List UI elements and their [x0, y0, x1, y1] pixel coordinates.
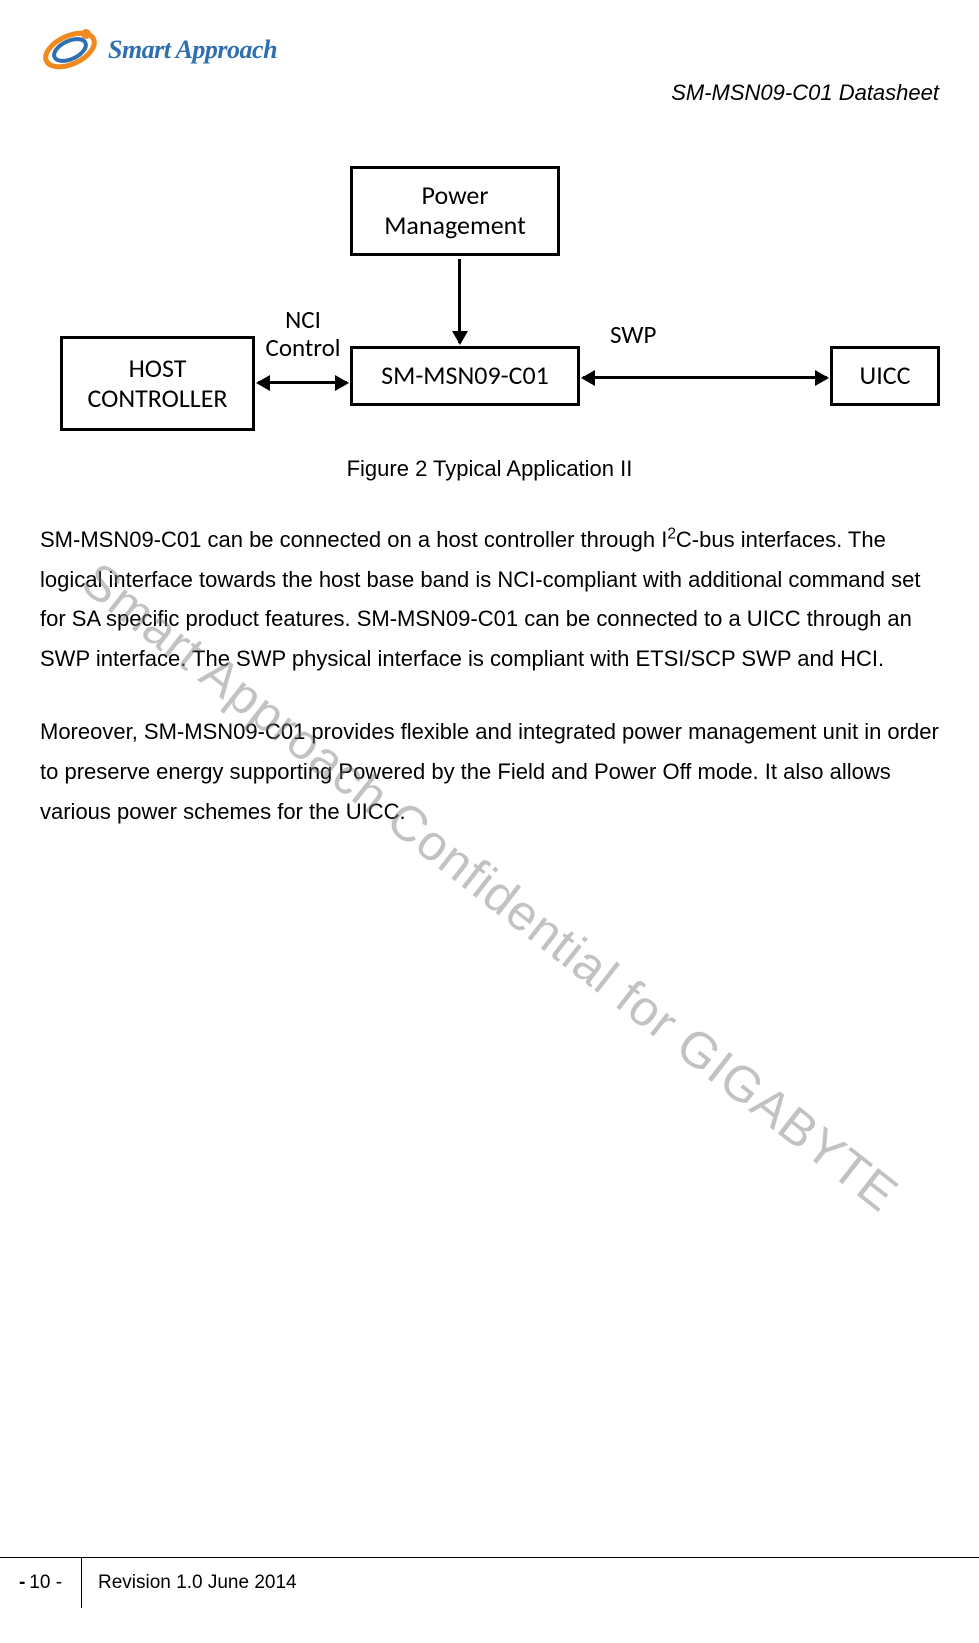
paragraph-1: SM-MSN09-C01 can be connected on a host … [40, 520, 939, 678]
para1-superscript: 2 [667, 526, 676, 543]
node-uicc: UICC [830, 346, 940, 406]
block-diagram: Power Management HOST CONTROLLER SM-MSN0… [40, 166, 940, 446]
header-row: Smart Approach SM-MSN09-C01 Datasheet [40, 20, 939, 106]
page: Smart Approach SM-MSN09-C01 Datasheet Po… [0, 0, 979, 1643]
node-sm-msn09-c01: SM-MSN09-C01 [350, 346, 580, 406]
page-number-value: 10 - [29, 1572, 62, 1594]
page-footer: - 10 - Revision 1.0 June 2014 [0, 1557, 979, 1608]
arrow-host-center [258, 381, 347, 384]
body-text: SM-MSN09-C01 can be connected on a host … [40, 520, 939, 831]
label-swp: SWP [610, 321, 656, 349]
logo-swoosh-icon [40, 20, 100, 80]
page-number: - 10 - [0, 1558, 82, 1608]
node-power-management: Power Management [350, 166, 560, 256]
arrow-power-to-center [458, 259, 461, 343]
paragraph-2: Moreover, SM-MSN09-C01 provides flexible… [40, 712, 939, 831]
footer-inner: - 10 - Revision 1.0 June 2014 [0, 1558, 979, 1608]
revision-text: Revision 1.0 June 2014 [82, 1558, 979, 1608]
figure-caption: Figure 2 Typical Application II [40, 456, 939, 482]
page-dash: - [19, 1572, 25, 1594]
label-nci-control: NCI Control [258, 306, 348, 361]
logo-word-2: Approach [176, 35, 277, 64]
para1-part-a: SM-MSN09-C01 can be connected on a host … [40, 527, 667, 552]
logo-text: Smart Approach [108, 35, 277, 65]
arrow-center-uicc [583, 376, 827, 379]
node-host-controller: HOST CONTROLLER [60, 336, 255, 431]
company-logo: Smart Approach [40, 20, 277, 80]
logo-word-1: Smart [108, 35, 171, 64]
document-title: SM-MSN09-C01 Datasheet [671, 80, 939, 106]
